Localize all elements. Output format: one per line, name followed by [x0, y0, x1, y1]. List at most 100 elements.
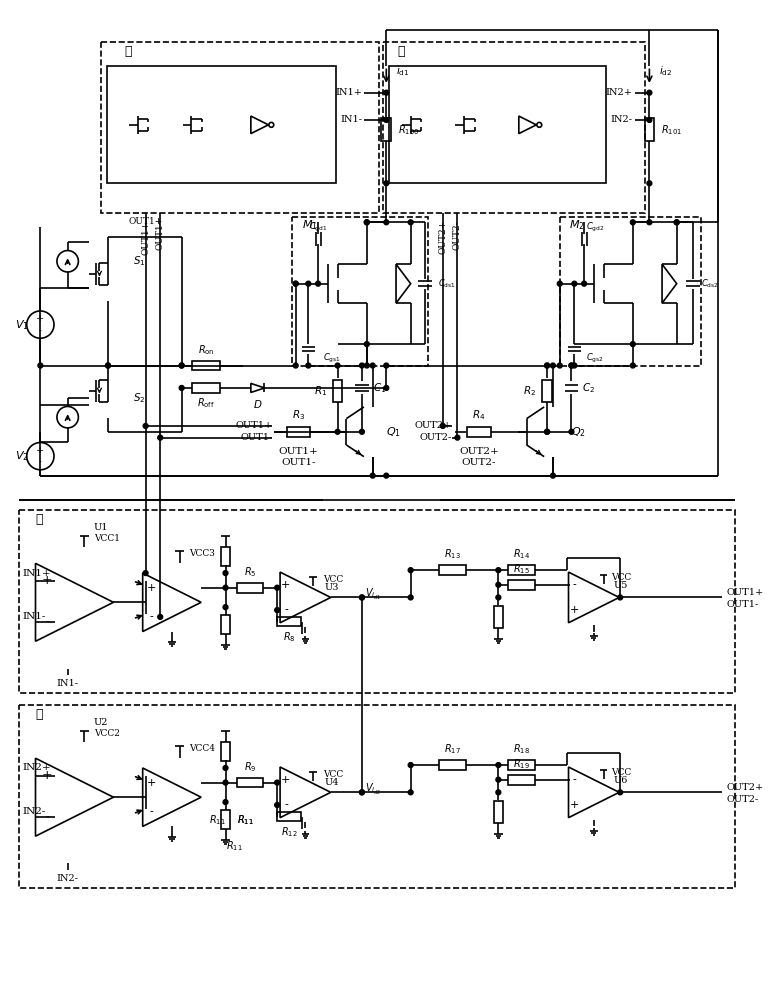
- Text: $R_{101}$: $R_{101}$: [661, 123, 682, 137]
- Circle shape: [293, 281, 298, 286]
- Circle shape: [384, 363, 389, 368]
- Circle shape: [275, 803, 280, 807]
- Circle shape: [384, 386, 389, 390]
- Circle shape: [572, 363, 577, 368]
- Text: $R_{11}$: $R_{11}$: [237, 813, 254, 827]
- Circle shape: [384, 220, 389, 225]
- Text: U1: U1: [94, 523, 108, 532]
- Text: -: -: [39, 327, 41, 335]
- Text: OUT1-: OUT1-: [240, 433, 273, 442]
- Circle shape: [223, 585, 228, 590]
- Bar: [101, 42, 379, 213]
- Text: -: -: [284, 800, 288, 810]
- Text: $R_{12}$: $R_{12}$: [280, 825, 297, 839]
- Circle shape: [157, 614, 163, 619]
- Bar: [508, 580, 535, 590]
- Bar: [221, 615, 230, 634]
- Text: OUT2+: OUT2+: [459, 447, 498, 456]
- Circle shape: [569, 363, 574, 368]
- Bar: [467, 427, 491, 437]
- Bar: [192, 361, 220, 370]
- Circle shape: [359, 790, 364, 795]
- Text: +: +: [570, 605, 579, 615]
- Circle shape: [316, 281, 320, 286]
- Circle shape: [275, 780, 280, 785]
- Text: OUT2+: OUT2+: [727, 783, 763, 792]
- Bar: [287, 427, 310, 437]
- Text: +: +: [570, 800, 579, 810]
- Text: $M_1$: $M_1$: [302, 218, 317, 232]
- Text: OUT2-: OUT2-: [419, 433, 452, 442]
- Text: -: -: [39, 458, 41, 466]
- Circle shape: [455, 435, 460, 440]
- Text: OUT2-: OUT2-: [462, 458, 496, 467]
- Text: OUT1+: OUT1+: [279, 447, 319, 456]
- Circle shape: [409, 568, 413, 573]
- Bar: [560, 217, 701, 366]
- Circle shape: [223, 571, 228, 576]
- Text: -: -: [572, 775, 576, 785]
- Text: +: +: [281, 775, 290, 785]
- Circle shape: [143, 571, 148, 576]
- Text: $V_{i_{{\rm d}1}}$: $V_{i_{{\rm d}1}}$: [365, 587, 381, 602]
- Bar: [333, 380, 343, 402]
- Circle shape: [647, 118, 652, 122]
- Text: VCC3: VCC3: [190, 549, 215, 558]
- Circle shape: [364, 363, 369, 368]
- Text: $R_{11}$: $R_{11}$: [209, 813, 226, 827]
- Text: OUT2-: OUT2-: [453, 220, 462, 250]
- Text: $C_{\rm ds2}$: $C_{\rm ds2}$: [701, 277, 719, 290]
- Circle shape: [293, 281, 298, 286]
- Text: $C_{\rm ds1}$: $C_{\rm ds1}$: [438, 277, 455, 290]
- Circle shape: [223, 780, 228, 785]
- Text: $R_{100}$: $R_{100}$: [398, 123, 419, 137]
- Text: $C_{\rm gd1}$: $C_{\rm gd1}$: [309, 221, 327, 234]
- Circle shape: [572, 281, 577, 286]
- Circle shape: [384, 90, 389, 95]
- Text: $C_1$: $C_1$: [372, 381, 386, 395]
- Bar: [221, 547, 230, 566]
- Circle shape: [223, 800, 228, 805]
- Text: IN2-: IN2-: [57, 874, 78, 883]
- Circle shape: [143, 424, 148, 428]
- Text: VCC: VCC: [611, 573, 631, 582]
- Circle shape: [617, 595, 623, 600]
- Text: OUT1+: OUT1+: [141, 220, 150, 255]
- Circle shape: [496, 777, 501, 782]
- Bar: [323, 493, 440, 507]
- Text: VCC2: VCC2: [94, 729, 120, 738]
- Text: $V_1$: $V_1$: [15, 318, 28, 332]
- Circle shape: [179, 363, 184, 368]
- Bar: [323, 495, 440, 505]
- Bar: [389, 66, 605, 183]
- Text: $C_{\rm gs2}$: $C_{\rm gs2}$: [586, 352, 604, 365]
- Circle shape: [558, 363, 562, 368]
- Circle shape: [370, 473, 375, 478]
- Circle shape: [335, 429, 340, 434]
- Circle shape: [631, 342, 635, 347]
- Text: OUT2+: OUT2+: [439, 220, 447, 254]
- Circle shape: [409, 763, 413, 767]
- Bar: [382, 118, 391, 141]
- Circle shape: [545, 429, 550, 434]
- Text: $S_1$: $S_1$: [133, 254, 145, 268]
- Text: VCC4: VCC4: [190, 744, 216, 753]
- Bar: [277, 812, 300, 821]
- Bar: [644, 118, 654, 141]
- Circle shape: [674, 220, 679, 225]
- Text: $R_{11}$: $R_{11}$: [226, 839, 242, 853]
- Text: +: +: [281, 580, 290, 590]
- Text: +: +: [36, 446, 45, 455]
- Circle shape: [496, 595, 501, 600]
- Circle shape: [545, 429, 550, 434]
- Circle shape: [335, 363, 340, 368]
- Circle shape: [496, 763, 501, 767]
- Bar: [508, 565, 535, 575]
- Text: $R_9$: $R_9$: [243, 760, 257, 774]
- Bar: [221, 742, 230, 761]
- Circle shape: [551, 473, 555, 478]
- Text: $S_2$: $S_2$: [133, 391, 145, 405]
- Text: OUT1-: OUT1-: [156, 220, 164, 250]
- Circle shape: [631, 220, 635, 225]
- Text: ①: ①: [35, 513, 43, 526]
